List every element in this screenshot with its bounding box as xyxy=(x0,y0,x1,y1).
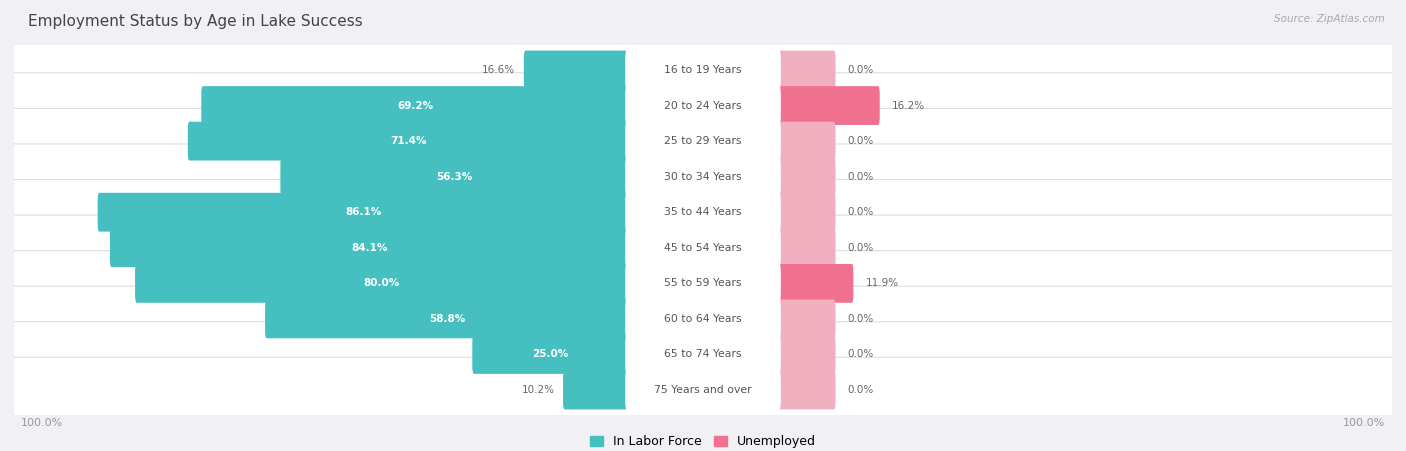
Text: 84.1%: 84.1% xyxy=(352,243,388,253)
Text: 60 to 64 Years: 60 to 64 Years xyxy=(664,314,742,324)
Text: 35 to 44 Years: 35 to 44 Years xyxy=(664,207,742,217)
Text: 0.0%: 0.0% xyxy=(848,136,875,146)
FancyBboxPatch shape xyxy=(266,299,628,338)
FancyBboxPatch shape xyxy=(626,334,780,375)
FancyBboxPatch shape xyxy=(11,37,1395,103)
FancyBboxPatch shape xyxy=(626,263,780,304)
Text: 25.0%: 25.0% xyxy=(533,350,568,359)
Legend: In Labor Force, Unemployed: In Labor Force, Unemployed xyxy=(585,430,821,451)
FancyBboxPatch shape xyxy=(11,215,1395,281)
FancyBboxPatch shape xyxy=(778,228,835,267)
FancyBboxPatch shape xyxy=(97,193,628,232)
Text: 0.0%: 0.0% xyxy=(848,385,875,395)
Text: 65 to 74 Years: 65 to 74 Years xyxy=(664,350,742,359)
FancyBboxPatch shape xyxy=(778,122,835,161)
FancyBboxPatch shape xyxy=(626,227,780,268)
FancyBboxPatch shape xyxy=(11,144,1395,209)
Text: 0.0%: 0.0% xyxy=(848,207,875,217)
Text: 100.0%: 100.0% xyxy=(1343,419,1385,428)
Text: Source: ZipAtlas.com: Source: ZipAtlas.com xyxy=(1274,14,1385,23)
FancyBboxPatch shape xyxy=(778,51,835,89)
FancyBboxPatch shape xyxy=(11,286,1395,352)
FancyBboxPatch shape xyxy=(524,51,628,89)
Text: 71.4%: 71.4% xyxy=(389,136,426,146)
Text: 86.1%: 86.1% xyxy=(344,207,381,217)
FancyBboxPatch shape xyxy=(135,264,628,303)
FancyBboxPatch shape xyxy=(280,157,628,196)
Text: 16 to 19 Years: 16 to 19 Years xyxy=(664,65,742,75)
Text: 69.2%: 69.2% xyxy=(396,101,433,110)
FancyBboxPatch shape xyxy=(778,157,835,196)
FancyBboxPatch shape xyxy=(11,108,1395,174)
Text: 0.0%: 0.0% xyxy=(848,172,875,182)
FancyBboxPatch shape xyxy=(626,121,780,161)
FancyBboxPatch shape xyxy=(778,86,880,125)
FancyBboxPatch shape xyxy=(110,228,628,267)
Text: 0.0%: 0.0% xyxy=(848,65,875,75)
FancyBboxPatch shape xyxy=(562,371,628,410)
Text: 0.0%: 0.0% xyxy=(848,243,875,253)
Text: 56.3%: 56.3% xyxy=(436,172,472,182)
Text: 80.0%: 80.0% xyxy=(364,278,401,288)
FancyBboxPatch shape xyxy=(626,299,780,339)
FancyBboxPatch shape xyxy=(11,179,1395,245)
FancyBboxPatch shape xyxy=(778,335,835,374)
Text: 0.0%: 0.0% xyxy=(848,350,875,359)
FancyBboxPatch shape xyxy=(11,357,1395,423)
FancyBboxPatch shape xyxy=(626,156,780,197)
FancyBboxPatch shape xyxy=(626,192,780,233)
Text: 58.8%: 58.8% xyxy=(429,314,465,324)
FancyBboxPatch shape xyxy=(778,193,835,232)
FancyBboxPatch shape xyxy=(472,335,628,374)
FancyBboxPatch shape xyxy=(188,122,628,161)
Text: 0.0%: 0.0% xyxy=(848,314,875,324)
Text: Employment Status by Age in Lake Success: Employment Status by Age in Lake Success xyxy=(28,14,363,28)
Text: 30 to 34 Years: 30 to 34 Years xyxy=(664,172,742,182)
Text: 16.6%: 16.6% xyxy=(482,65,515,75)
Text: 45 to 54 Years: 45 to 54 Years xyxy=(664,243,742,253)
Text: 55 to 59 Years: 55 to 59 Years xyxy=(664,278,742,288)
Text: 16.2%: 16.2% xyxy=(891,101,925,110)
Text: 11.9%: 11.9% xyxy=(866,278,898,288)
FancyBboxPatch shape xyxy=(626,50,780,90)
Text: 25 to 29 Years: 25 to 29 Years xyxy=(664,136,742,146)
FancyBboxPatch shape xyxy=(778,264,853,303)
Text: 20 to 24 Years: 20 to 24 Years xyxy=(664,101,742,110)
FancyBboxPatch shape xyxy=(11,73,1395,138)
Text: 10.2%: 10.2% xyxy=(522,385,554,395)
Text: 100.0%: 100.0% xyxy=(21,419,63,428)
Text: 75 Years and over: 75 Years and over xyxy=(654,385,752,395)
FancyBboxPatch shape xyxy=(778,371,835,410)
FancyBboxPatch shape xyxy=(626,85,780,126)
FancyBboxPatch shape xyxy=(11,322,1395,387)
FancyBboxPatch shape xyxy=(11,251,1395,316)
FancyBboxPatch shape xyxy=(626,370,780,410)
FancyBboxPatch shape xyxy=(201,86,628,125)
FancyBboxPatch shape xyxy=(778,299,835,338)
